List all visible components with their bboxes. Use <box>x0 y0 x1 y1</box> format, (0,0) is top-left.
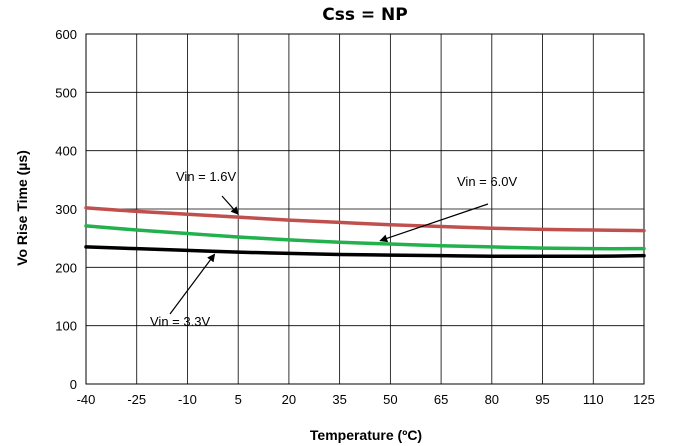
x-tick-label: -10 <box>178 392 197 407</box>
x-tick-label: 65 <box>434 392 448 407</box>
series-annotation: Vin = 6.0V <box>457 174 517 189</box>
annotation-arrow <box>379 203 489 243</box>
y-tick-label: 400 <box>55 144 77 159</box>
y-tick-label: 100 <box>55 319 77 334</box>
tick-labels: -40 -25 -10 5 20 35 50 65 80 95 110 125 0 100 200 300 40… <box>55 27 655 407</box>
y-tick-label: 600 <box>55 27 77 42</box>
grid <box>85 33 645 385</box>
series-annotation: Vin = 3.3V <box>150 314 210 329</box>
x-axis-title: Temperature (ºC) <box>310 427 422 443</box>
y-axis-title: Vo Rise Time (µs) <box>14 150 30 266</box>
x-tick-label: 20 <box>282 392 296 407</box>
x-tick-label: 50 <box>383 392 397 407</box>
x-tick-label: 95 <box>535 392 549 407</box>
x-tick-label: 35 <box>332 392 346 407</box>
annotations: Vin = 1.6V Vin = 6.0V Vin = 3.3V <box>150 169 517 329</box>
annotation-arrow <box>169 253 216 315</box>
x-tick-label: 110 <box>583 392 604 407</box>
x-tick-label: 125 <box>633 392 655 407</box>
y-tick-label: 300 <box>55 202 77 217</box>
series-layer <box>84 206 646 259</box>
x-tick-label: 80 <box>485 392 499 407</box>
x-tick-label: 5 <box>235 392 242 407</box>
series-line-vin-1-6v <box>84 206 646 233</box>
series-line-vin-3-3v <box>84 245 646 259</box>
x-tick-label: -40 <box>77 392 96 407</box>
annotation-arrow <box>221 195 239 215</box>
y-tick-label: 500 <box>55 85 77 100</box>
y-tick-label: 200 <box>55 260 77 275</box>
series-annotation: Vin = 1.6V <box>176 169 236 184</box>
chart-title: Css = NP <box>322 5 407 25</box>
x-tick-label: -25 <box>127 392 146 407</box>
series-line-vin-6-0v <box>84 224 646 251</box>
y-tick-label: 0 <box>70 377 77 392</box>
